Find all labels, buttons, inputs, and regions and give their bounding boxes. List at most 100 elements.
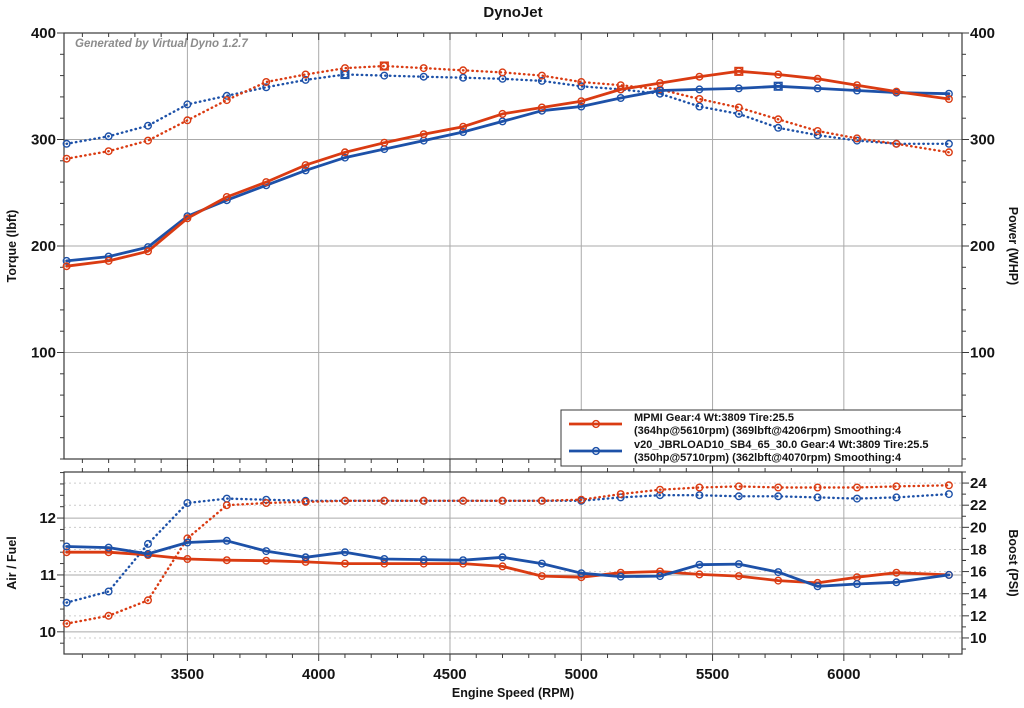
right-tick-label: 22 bbox=[970, 497, 987, 514]
marker-mpmi-afr bbox=[262, 556, 271, 565]
marker-v20-power bbox=[62, 256, 71, 265]
marker-v20-boost bbox=[656, 491, 665, 500]
marker-mpmi-afr bbox=[734, 572, 743, 581]
marker-mpmi-afr bbox=[498, 562, 507, 571]
marker-v20-power bbox=[577, 102, 586, 111]
chart-title: DynoJet bbox=[483, 4, 542, 21]
legend: MPMI Gear:4 Wt:3809 Tire:25.5 (364hp@561… bbox=[560, 409, 963, 467]
left-tick-label: 400 bbox=[31, 25, 56, 42]
marker-v20-power bbox=[459, 127, 468, 136]
marker-mpmi-afr bbox=[774, 576, 783, 585]
marker-mpmi-torque bbox=[853, 134, 862, 143]
marker-mpmi-power bbox=[341, 148, 350, 157]
marker-v20-boost bbox=[944, 490, 953, 499]
series-line-v20-boost bbox=[65, 492, 951, 604]
watermark: Generated by Virtual Dyno 1.2.7 bbox=[75, 38, 248, 50]
marker-v20-afr bbox=[695, 560, 704, 569]
marker-mpmi-boost bbox=[222, 501, 231, 510]
x-tick-label: 3500 bbox=[171, 666, 204, 683]
legend-entry-1-line-1: MPMI Gear:4 Wt:3809 Tire:25.5 bbox=[634, 412, 794, 424]
right-tick-label: 400 bbox=[970, 25, 995, 42]
x-tick-label: 4000 bbox=[302, 666, 335, 683]
marker-mpmi-power bbox=[774, 70, 783, 79]
marker-v20-afr bbox=[143, 549, 152, 558]
marker-v20-torque bbox=[944, 139, 953, 148]
series-line-mpmi-boost bbox=[65, 484, 951, 625]
marker-v20-boost bbox=[616, 493, 625, 502]
marker-mpmi-torque bbox=[695, 94, 704, 103]
peak-marker-mpmi-torque bbox=[379, 61, 389, 71]
marker-v20-afr bbox=[380, 555, 389, 564]
marker-mpmi-boost bbox=[813, 483, 822, 492]
legend-marker-blue bbox=[591, 446, 601, 456]
marker-mpmi-boost bbox=[853, 483, 862, 492]
marker-mpmi-torque bbox=[222, 96, 231, 105]
marker-mpmi-power bbox=[892, 87, 901, 96]
marker-v20-power bbox=[734, 84, 743, 93]
marker-mpmi-power bbox=[104, 256, 113, 265]
marker-v20-torque bbox=[695, 102, 704, 111]
marker-v20-torque bbox=[104, 132, 113, 141]
marker-v20-afr bbox=[656, 572, 665, 581]
marker-mpmi-power bbox=[944, 94, 953, 103]
marker-v20-torque bbox=[577, 82, 586, 91]
marker-v20-afr bbox=[104, 543, 113, 552]
marker-v20-afr bbox=[498, 553, 507, 562]
marker-v20-boost bbox=[143, 539, 152, 548]
marker-mpmi-boost bbox=[656, 485, 665, 494]
marker-mpmi-torque bbox=[813, 126, 822, 135]
x-tick-label: 6000 bbox=[827, 666, 860, 683]
x-tick-label: 5000 bbox=[565, 666, 598, 683]
marker-v20-power bbox=[341, 153, 350, 162]
legend-box bbox=[560, 409, 963, 467]
series-line-mpmi-power bbox=[65, 69, 951, 268]
torque-axis-label: Torque (lbft) bbox=[5, 210, 19, 283]
marker-v20-power bbox=[656, 86, 665, 95]
marker-v20-torque bbox=[262, 83, 271, 92]
marker-mpmi-power bbox=[577, 97, 586, 106]
marker-v20-torque bbox=[380, 71, 389, 80]
marker-v20-boost bbox=[734, 492, 743, 501]
marker-mpmi-boost bbox=[104, 611, 113, 620]
legend-entry-2-line-1: v20_JBRLOAD10_SB4_65_30.0 Gear:4 Wt:3809… bbox=[634, 439, 929, 451]
marker-mpmi-torque bbox=[774, 115, 783, 124]
marker-mpmi-torque bbox=[577, 77, 586, 86]
marker-mpmi-power bbox=[301, 161, 310, 170]
marker-v20-boost bbox=[104, 587, 113, 596]
marker-v20-afr bbox=[459, 556, 468, 565]
marker-mpmi-boost bbox=[944, 481, 953, 490]
x-tick-label: 5500 bbox=[696, 666, 729, 683]
legend-marker-red bbox=[591, 419, 601, 429]
marker-v20-torque bbox=[143, 121, 152, 130]
marker-mpmi-boost bbox=[143, 596, 152, 605]
marker-mpmi-boost bbox=[419, 496, 428, 505]
legend-entry-2-line-2: (350hp@5710rpm) (362lbft@4070rpm) Smooth… bbox=[634, 452, 902, 464]
marker-mpmi-power bbox=[537, 103, 546, 112]
series-line-v20-afr bbox=[65, 539, 951, 588]
series-line-mpmi-afr bbox=[65, 550, 951, 585]
marker-mpmi-torque bbox=[183, 116, 192, 125]
power-axis-label: Power (WHP) bbox=[1006, 207, 1020, 285]
marker-mpmi-power bbox=[262, 178, 271, 187]
marker-mpmi-afr bbox=[222, 556, 231, 565]
marker-mpmi-torque bbox=[262, 77, 271, 86]
right-tick-label: 200 bbox=[970, 238, 995, 255]
peak-marker-mpmi-power bbox=[734, 66, 744, 76]
marker-v20-torque bbox=[419, 72, 428, 81]
marker-mpmi-power bbox=[853, 81, 862, 90]
right-tick-label: 18 bbox=[970, 541, 987, 558]
marker-v20-afr bbox=[853, 580, 862, 589]
marker-mpmi-torque bbox=[143, 136, 152, 145]
x-axis-label: Engine Speed (RPM) bbox=[452, 686, 574, 700]
right-tick-label: 10 bbox=[970, 630, 987, 647]
series-line-mpmi-torque bbox=[65, 64, 951, 160]
marker-mpmi-torque bbox=[104, 147, 113, 156]
marker-v20-power bbox=[616, 93, 625, 102]
marker-mpmi-power bbox=[695, 72, 704, 81]
boost-axis-label: Boost (PSI) bbox=[1006, 529, 1020, 596]
marker-mpmi-boost bbox=[459, 496, 468, 505]
marker-mpmi-torque bbox=[301, 70, 310, 79]
left-tick-label: 200 bbox=[31, 238, 56, 255]
left-tick-label: 12 bbox=[39, 510, 56, 527]
